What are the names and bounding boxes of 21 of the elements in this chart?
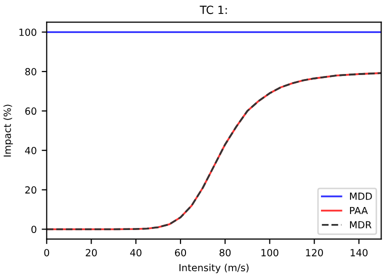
y-tick-label: 0 <box>31 226 36 234</box>
x-tick-label: 0 <box>44 248 50 256</box>
y-tick-label: 40 <box>25 146 36 154</box>
y-tick-label: 60 <box>25 107 36 115</box>
y-tick-label: 20 <box>25 186 36 194</box>
x-tick-label: 80 <box>220 248 231 256</box>
legend-label: MDR <box>350 221 372 228</box>
x-tick-label: 140 <box>350 248 368 256</box>
x-tick-label: 20 <box>86 248 97 256</box>
line-series <box>46 72 382 230</box>
y-tick-label: 100 <box>19 28 36 36</box>
x-axis-title: Intensity (m/s) <box>180 264 249 274</box>
legend-label: MDD <box>350 192 372 200</box>
chart-title: TC 1: <box>200 6 227 14</box>
x-tick-label: 100 <box>261 248 278 256</box>
x-tick-label: 120 <box>306 248 323 256</box>
legend-label: PAA <box>350 206 368 214</box>
y-axis-title: Impact (%) <box>3 104 13 156</box>
y-tick-label: 80 <box>25 68 36 76</box>
x-tick-label: 40 <box>130 248 142 256</box>
x-tick-label: 60 <box>174 248 186 256</box>
